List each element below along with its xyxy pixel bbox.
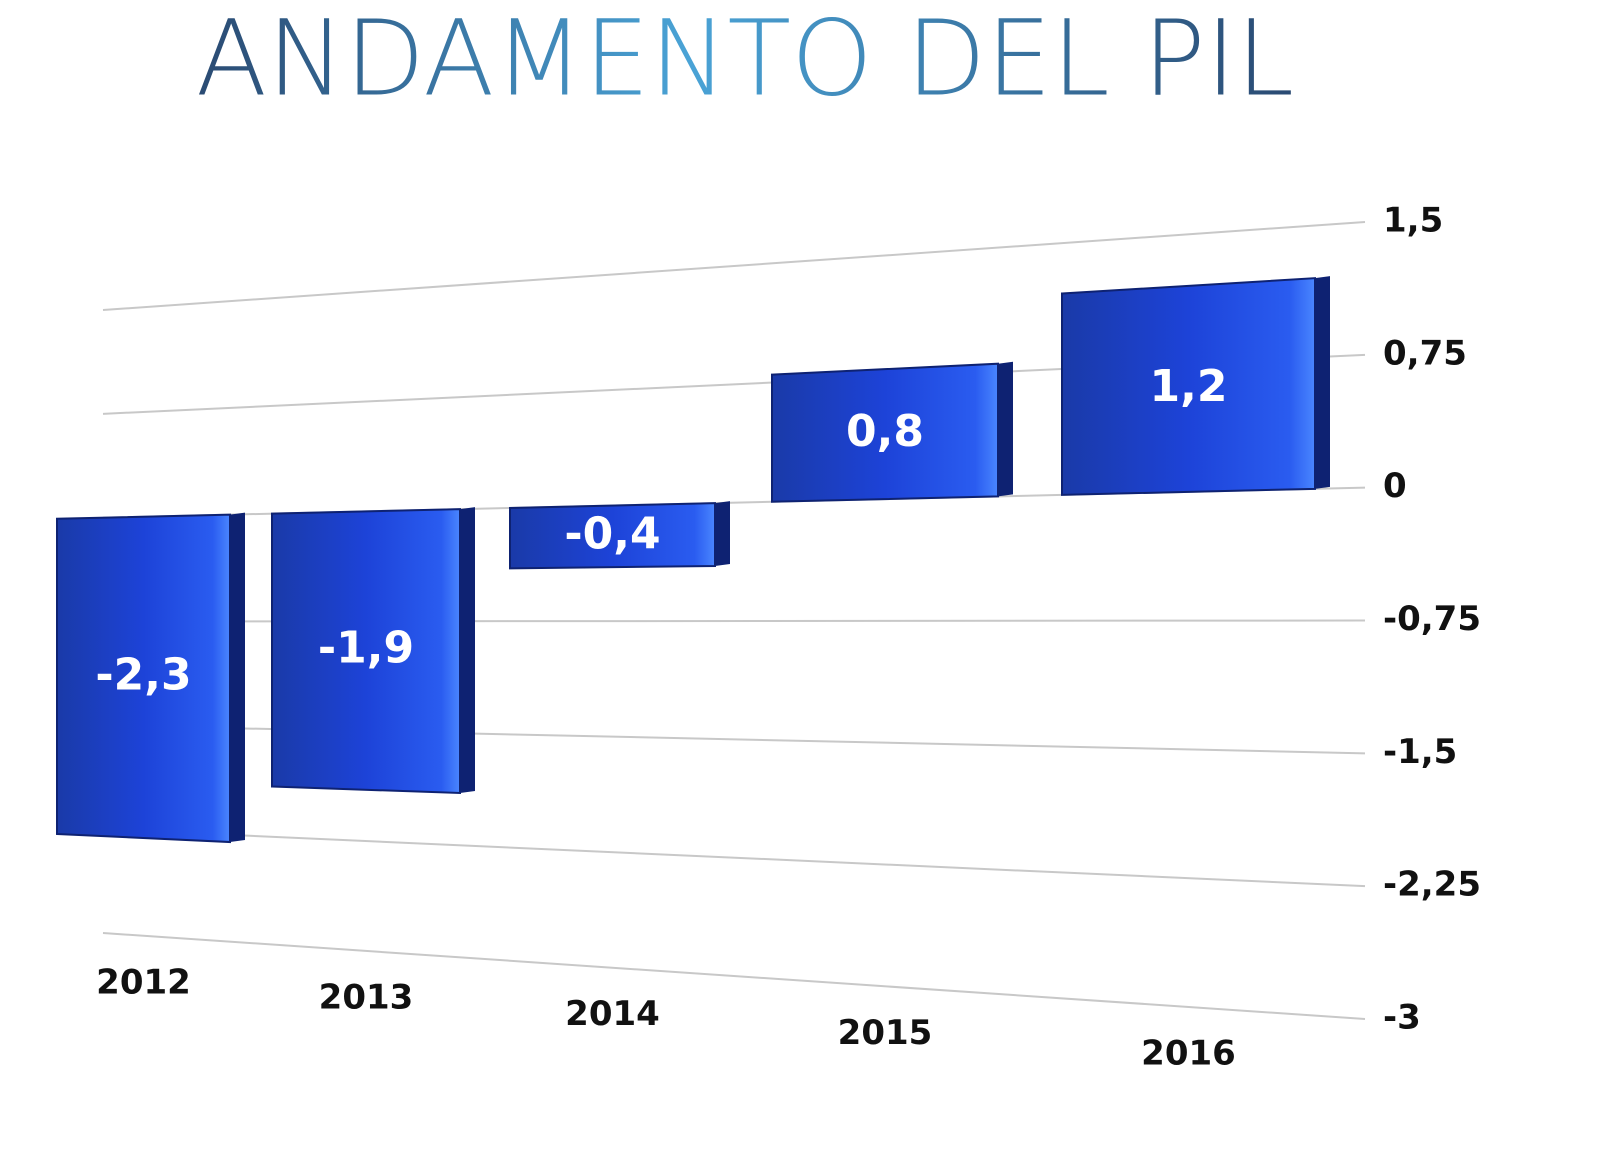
y-tick-label: 0,75: [1383, 333, 1467, 373]
grid-line: [102, 828, 1366, 888]
chart-title: ANDAMENTO DEL PIL: [196, 0, 1294, 119]
grid-line: [102, 932, 1366, 1020]
bar: [56, 513, 231, 844]
value-label: -2,3: [95, 649, 191, 700]
x-tick-label: 2016: [1141, 1033, 1236, 1073]
y-tick-label: -1,5: [1383, 732, 1457, 772]
bar-side: [1315, 276, 1330, 489]
y-tick-label: 0: [1383, 466, 1407, 506]
x-tick-label: 2014: [565, 994, 660, 1034]
grid-line: [102, 221, 1366, 311]
value-label: 0,8: [846, 406, 924, 457]
bar: [771, 362, 999, 503]
bar: [509, 502, 716, 570]
bar-side: [230, 512, 245, 843]
value-label: -0,4: [564, 508, 660, 559]
y-tick-label: -0,75: [1383, 599, 1481, 639]
bar: [271, 508, 461, 795]
bar-side: [715, 501, 730, 566]
value-label: -1,9: [318, 623, 414, 674]
bar-side: [998, 361, 1013, 497]
value-label: 1,2: [1150, 361, 1228, 412]
x-tick-label: 2015: [838, 1013, 933, 1053]
y-tick-label: -3: [1383, 998, 1421, 1038]
x-tick-label: 2012: [96, 962, 191, 1002]
x-tick-label: 2013: [319, 977, 414, 1017]
bar-side: [460, 507, 475, 794]
bar: [1061, 277, 1316, 496]
y-tick-label: -2,25: [1383, 865, 1481, 905]
y-tick-label: 1,5: [1383, 201, 1443, 241]
